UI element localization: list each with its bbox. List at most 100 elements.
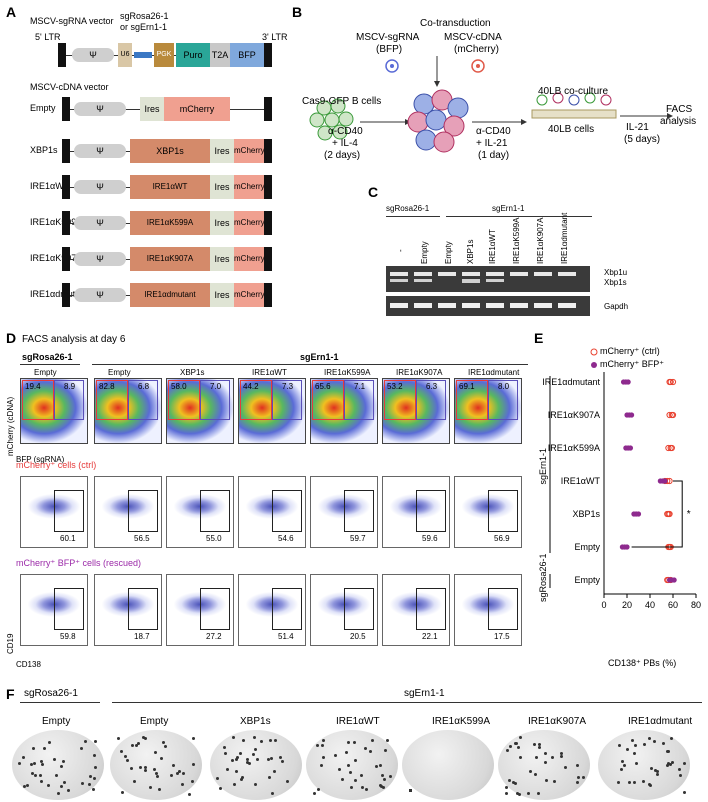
colony-dot — [533, 743, 536, 746]
ltr3-box — [264, 43, 272, 67]
colony-dot — [505, 792, 508, 795]
colony-dot — [156, 775, 159, 778]
colony-dot — [648, 783, 651, 786]
panel-a-label: A — [6, 4, 17, 20]
plate-label: Empty — [42, 716, 71, 727]
contour-plot-ctrl — [94, 476, 162, 548]
x-tick-label: 80 — [691, 600, 701, 610]
colony-dot — [216, 777, 219, 780]
ltr5-box — [62, 247, 70, 271]
colony-dot — [381, 774, 384, 777]
gel-lane-label: IRE1αK599A — [512, 217, 521, 264]
ltr3-box — [264, 139, 272, 163]
colony-dot — [316, 744, 319, 747]
colony-dot — [671, 761, 674, 764]
construct-label-empty: Empty — [30, 103, 56, 113]
gate-double — [488, 380, 518, 420]
colony-dot — [654, 769, 657, 772]
ltr5-box — [62, 175, 70, 199]
colony-dot — [18, 762, 21, 765]
gate-right-value: 7.0 — [210, 382, 222, 391]
colony-dot — [626, 748, 629, 751]
colony-dot — [158, 788, 161, 791]
gate-double — [344, 380, 374, 420]
ire1a-wt-insert: IRE1αWT — [130, 175, 210, 199]
plate-label: IRE1αK907A — [528, 716, 587, 727]
colony-dot — [47, 784, 50, 787]
psi-element: Ψ — [74, 252, 126, 266]
construct-label-k599a: IRE1αK599A — [30, 217, 83, 227]
point-ctrl — [667, 378, 674, 386]
xbp1u-bands — [390, 272, 576, 276]
significance-star: * — [687, 509, 691, 520]
guide-label-1: sgRosa26-1 — [120, 11, 169, 21]
colony-dot — [560, 752, 563, 755]
category-label: IRE1αdmutant — [542, 377, 600, 387]
gate-cd138 — [488, 490, 518, 532]
contour-plot-rescued — [20, 574, 88, 646]
colony-dot — [409, 789, 412, 792]
colony-dot — [60, 765, 63, 768]
colony-dot — [514, 782, 517, 785]
gate-double — [416, 380, 446, 420]
colony-dot — [271, 792, 274, 795]
colony-dot — [63, 781, 66, 784]
colony-dot — [144, 766, 147, 769]
colony-dot — [117, 737, 120, 740]
colony-dot — [224, 752, 227, 755]
psi-element: Ψ — [74, 216, 126, 230]
gate-cd138 — [416, 490, 446, 532]
colony-dot — [512, 781, 515, 784]
coculture-cells — [531, 92, 617, 119]
colony-dot — [40, 760, 43, 763]
colony-dot — [582, 776, 585, 779]
point-ctrl — [665, 444, 672, 452]
ltr3-box — [264, 175, 272, 199]
colony-dot — [30, 763, 33, 766]
plate-label: XBP1s — [240, 716, 271, 727]
construct-label-k907a: IRE1αK907A — [30, 253, 83, 263]
colony-dot — [347, 764, 350, 767]
category-label: IRE1αK599A — [548, 443, 600, 453]
colony-plate — [498, 730, 590, 800]
row2-value: 60.1 — [60, 534, 76, 543]
panel-c-label: C — [368, 184, 379, 200]
gate-left-value: 82.8 — [99, 382, 115, 391]
facs-ylabel-top: mCherry (cDNA) — [6, 396, 15, 456]
facs-label-1: FACS — [666, 104, 693, 115]
colony-dot — [89, 775, 92, 778]
panel-b-label: B — [292, 4, 303, 20]
colony-dot — [544, 752, 547, 755]
colony-dot — [55, 774, 58, 777]
colony-dot — [162, 741, 165, 744]
colony-plate — [306, 730, 398, 800]
colony-dot — [154, 751, 157, 754]
x-tick-label: 60 — [668, 600, 678, 610]
xbp1s-insert: XBP1s — [130, 139, 210, 163]
facs-title: FACS analysis at day 6 — [22, 334, 126, 345]
facs-column-label: Empty — [34, 368, 57, 377]
colony-dot — [57, 792, 60, 795]
colony-dot — [246, 761, 249, 764]
colony-dot — [386, 739, 389, 742]
colony-dot — [286, 780, 289, 783]
colony-dot — [241, 776, 244, 779]
colony-dot — [130, 767, 133, 770]
legend-ctrl: mCherry⁺ (ctrl) — [600, 346, 660, 356]
colony-dot — [384, 749, 387, 752]
row2-title: mCherry⁺ cells (ctrl) — [16, 460, 97, 470]
step2-line3: (1 day) — [478, 150, 510, 161]
gel-lane-label: IRE1αK907A — [536, 217, 545, 264]
facs-column-label: Empty — [108, 368, 131, 377]
point-rescued — [627, 445, 634, 451]
colony-dot — [41, 763, 44, 766]
gate-cd138 — [416, 588, 446, 630]
workflow-diagram — [309, 56, 673, 153]
colony-dot — [379, 764, 382, 767]
colony-dot — [34, 774, 37, 777]
mcherry-gene: mCherry — [234, 139, 265, 163]
facs-column-label: IRE1αWT — [252, 368, 287, 377]
legend-marker-ctrl — [590, 348, 598, 356]
facs-column-label: IRE1αK907A — [396, 368, 443, 377]
colony-dot — [139, 766, 142, 769]
